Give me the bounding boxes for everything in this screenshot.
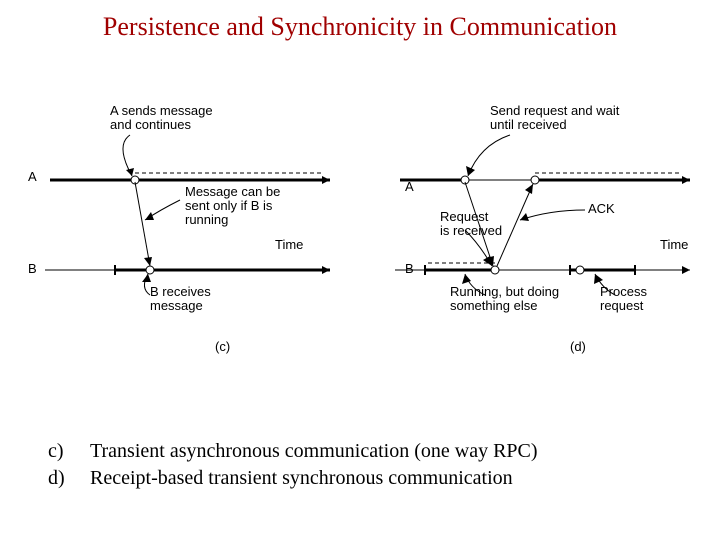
d-run-2: something else bbox=[450, 299, 537, 314]
d-a-label: A bbox=[405, 180, 414, 195]
c-b-label: B bbox=[28, 262, 37, 277]
c-mid-text-3: running bbox=[185, 213, 228, 228]
d-ack-label: ACK bbox=[588, 202, 615, 217]
d-b-label: B bbox=[405, 262, 414, 277]
caption-c-letter: c) bbox=[48, 440, 90, 463]
diagram-container: A sends message and continues A Message … bbox=[20, 90, 700, 390]
caption-list: c) Transient asynchronous communication … bbox=[48, 440, 688, 494]
c-top-text-2: and continues bbox=[110, 118, 191, 133]
c-time-label: Time bbox=[275, 238, 303, 253]
c-brecv-2: message bbox=[150, 299, 203, 314]
d-caption: (d) bbox=[570, 340, 586, 355]
c-caption: (c) bbox=[215, 340, 230, 355]
d-proc-2: request bbox=[600, 299, 643, 314]
caption-d-letter: d) bbox=[48, 467, 90, 490]
d-top-text-2: until received bbox=[490, 118, 567, 133]
c-a-label: A bbox=[28, 170, 37, 185]
d-time-label: Time bbox=[660, 238, 688, 253]
d-req-2: is received bbox=[440, 224, 502, 239]
caption-c-text: Transient asynchronous communication (on… bbox=[90, 440, 538, 463]
caption-d-text: Receipt-based transient synchronous comm… bbox=[90, 467, 513, 490]
page-title: Persistence and Synchronicity in Communi… bbox=[0, 12, 720, 42]
